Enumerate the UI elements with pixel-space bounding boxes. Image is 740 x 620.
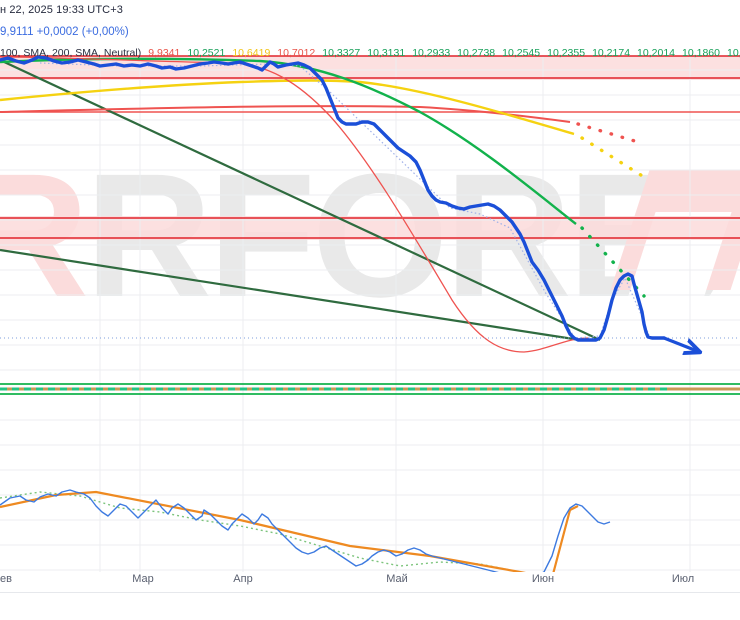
x-axis-tick: ев [0, 573, 12, 585]
x-axis-tick: Июл [671, 573, 695, 585]
price-line [0, 55, 666, 342]
legend-value: 10,1711 [726, 47, 740, 59]
support-trend-line [0, 248, 581, 342]
sma-slow-red-line [0, 105, 571, 123]
legend-value: 10,2521 [187, 47, 226, 59]
legend-value: 10,2933 [412, 47, 451, 59]
price-levels [0, 55, 740, 239]
price-quote: 9,9111 +0,0002 (+0,00%) [0, 26, 129, 38]
indicator-legend-values: 9,9341 10,2521 10,6419 10,7012 10,3327 10,313… [141, 47, 740, 59]
sma-yellow-line [0, 79, 575, 136]
legend-value: 9,9341 [148, 47, 181, 59]
x-axis: ев Мар Апр Май Июн Июл [0, 573, 740, 593]
legend-value: 10,7012 [277, 47, 316, 59]
indicator-legend: 100, SMA, 200, SMA, Neutral) 9,9341 10,252… [0, 47, 740, 59]
axis-rule [0, 592, 740, 593]
indicator-legend-label: 100, SMA, 200, SMA, Neutral) [0, 47, 142, 59]
oscillator-levels [0, 383, 740, 395]
legend-value: 10,2014 [637, 47, 676, 59]
x-axis-tick: Апр [233, 573, 253, 585]
gridlines [0, 55, 740, 572]
legend-value: 10,2738 [457, 47, 496, 59]
legend-value: 10,2355 [547, 47, 586, 59]
trend-line-down [0, 59, 601, 341]
chart-timestamp: н 22, 2025 19:33 UTC+3 [0, 4, 123, 16]
forecast-arrow-icon [662, 336, 697, 351]
oscillator-line [0, 489, 611, 572]
legend-value: 10,3131 [367, 47, 406, 59]
sma-green-line [0, 57, 577, 225]
legend-value: 10,2545 [502, 47, 541, 59]
x-axis-tick: Мар [132, 573, 154, 585]
x-axis-tick: Май [386, 573, 408, 585]
sma-fast-red-line [0, 56, 589, 353]
price-pane [0, 55, 740, 353]
legend-value: 10,6419 [232, 47, 271, 59]
oscillator-pane [0, 489, 611, 572]
x-axis-tick: Июн [531, 573, 555, 585]
legend-value: 10,1860 [682, 47, 720, 59]
sma-green-forecast [580, 226, 646, 298]
sma-slow-red-forecast [576, 122, 640, 144]
sma-yellow-forecast [580, 136, 646, 179]
legend-value: 10,2174 [592, 47, 631, 59]
oscillator-trend-orange [0, 490, 579, 572]
legend-value: 10,3327 [322, 47, 361, 59]
price-dotted-shadow [39, 62, 651, 339]
